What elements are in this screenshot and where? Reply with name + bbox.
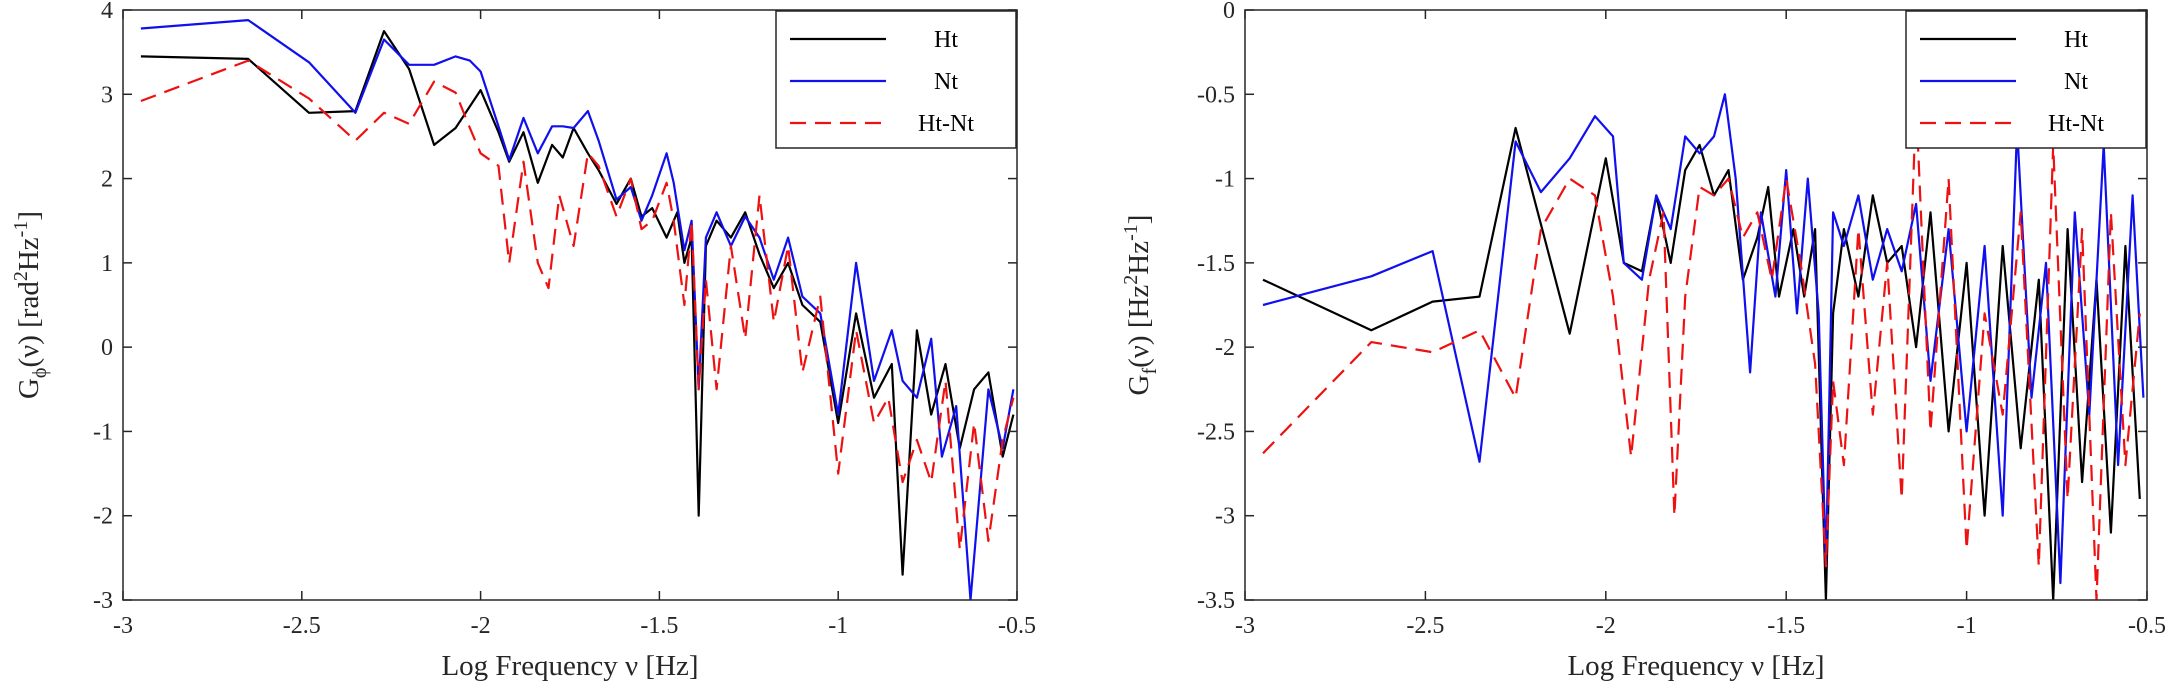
x-tick-label: -1 <box>828 613 848 639</box>
y-axis-label: Gϕ(ν) [rad2Hz-1] <box>10 211 51 399</box>
x-axis-label: Log Frequency ν [Hz] <box>441 650 698 682</box>
x-axis-label: Log Frequency ν [Hz] <box>1567 650 1824 682</box>
y-tick-label: -2 <box>1215 335 1235 361</box>
x-tick-label: -1.5 <box>1767 613 1805 639</box>
legend-label-nt: Nt <box>2064 69 2088 95</box>
y-tick-label: -2.5 <box>1197 419 1235 445</box>
legend-label-ht-nt: Ht-Nt <box>918 111 974 137</box>
series-line-ht-nt <box>1262 101 2141 600</box>
legend-label-ht: Ht <box>934 27 958 53</box>
x-tick-label: -2.5 <box>283 613 321 639</box>
legend-box <box>1905 10 2147 149</box>
y-axis-label: Gf(ν) [Hz2Hz-1] <box>1120 215 1161 396</box>
y-tick-label: 0 <box>1223 0 1235 24</box>
x-tick-label: -0.5 <box>998 613 1036 639</box>
y-tick-label: -0.5 <box>1197 82 1235 108</box>
legend: Ht Nt Ht-Nt <box>775 10 1017 149</box>
plot-frame <box>122 9 1018 601</box>
y-tick-label: -3 <box>93 588 113 614</box>
y-tick-label: 1 <box>101 251 113 277</box>
series-line-nt <box>1262 93 2145 585</box>
plot-frame <box>1244 9 2148 601</box>
y-tick-label: 4 <box>101 0 113 24</box>
y-tick-label: -3 <box>1215 504 1235 530</box>
x-tick-label: -2 <box>471 613 491 639</box>
chart-2: -3 -2.5 -2 -1.5 -1 -0.5-3.5-3-2.5-2-1.5-1-0.5… <box>1120 0 2166 682</box>
legend-label-nt: Nt <box>934 69 958 95</box>
y-tick-label: 0 <box>101 335 113 361</box>
legend-label-ht-nt: Ht-Nt <box>2048 111 2104 137</box>
y-tick-label: -1 <box>93 419 113 445</box>
x-tick-label: -2 <box>1596 613 1616 639</box>
y-tick-label: -1 <box>1215 167 1235 193</box>
y-tick-label: -2 <box>93 504 113 530</box>
x-tick-label: -3 <box>113 613 133 639</box>
x-tick-label: -3 <box>1235 613 1255 639</box>
series-line-ht <box>140 30 1015 576</box>
y-tick-label: 2 <box>101 167 113 193</box>
x-tick-label: -2.5 <box>1406 613 1444 639</box>
series-line-nt <box>140 19 1015 600</box>
x-tick-label: -1 <box>1957 613 1977 639</box>
legend-label-ht: Ht <box>2064 27 2088 53</box>
chart-1: -3 -2.5 -2 -1.5 -1 -0.5 -3 -2 -1 0 1 2 3 4 Log Frequen… <box>10 0 1036 682</box>
series-line-ht-nt <box>140 59 1015 551</box>
y-tick-label: -1.5 <box>1197 251 1235 277</box>
legend: Ht Nt Ht-Nt <box>1905 10 2147 149</box>
y-tick-label: 3 <box>101 82 113 108</box>
x-tick-label: -1.5 <box>640 613 678 639</box>
legend-box <box>775 10 1017 149</box>
y-tick-label: -3.5 <box>1197 588 1235 614</box>
x-tick-label: -0.5 <box>2128 613 2166 639</box>
